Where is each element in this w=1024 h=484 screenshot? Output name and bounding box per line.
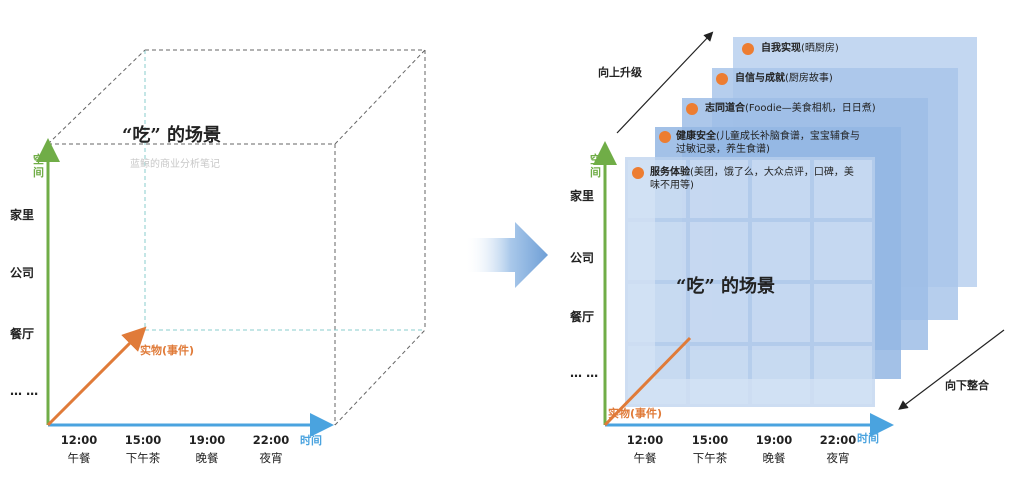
meal-label: 夜宵 — [826, 451, 850, 465]
meal-label: 晚餐 — [195, 451, 219, 465]
right-axes — [593, 141, 894, 437]
layer-detail: (Foodie—美食相机，日日煮) — [745, 103, 876, 114]
layer-detail: (晒厨房) — [801, 43, 839, 54]
layer-label-health-safety: 健康安全(儿童成长补脑食谱，宝宝辅食与过敏记录，养生食谱) — [676, 130, 861, 156]
grid-tile — [814, 346, 872, 404]
meal-label: 午餐 — [67, 451, 91, 465]
grid-tile — [814, 284, 872, 342]
grid-tile — [752, 346, 810, 404]
meal-label: 晚餐 — [762, 451, 786, 465]
place-label: 家里 — [10, 208, 35, 222]
layer-title: 自信与成就 — [735, 73, 785, 84]
place-label: … … — [10, 384, 39, 398]
layer-label-like-minded: 志同道合(Foodie—美食相机，日日煮) — [705, 102, 876, 115]
grid-tile — [814, 222, 872, 280]
thing-axis — [603, 336, 692, 427]
cube-edge — [334, 49, 426, 145]
grid-tile — [752, 284, 810, 342]
cube-edge — [334, 329, 426, 426]
grid-tile — [628, 346, 686, 404]
layer-bullet-icon — [742, 43, 754, 55]
layer-bullet-icon — [686, 103, 698, 115]
left-title: “吃” 的场景 — [122, 125, 221, 146]
grid-tile — [752, 222, 810, 280]
meal-label: 下午茶 — [692, 451, 728, 465]
place-label: 餐厅 — [570, 310, 595, 324]
right-cube — [616, 31, 1005, 410]
layer-detail: (厨房故事) — [785, 73, 833, 84]
time-label: 12:00 — [60, 433, 98, 447]
time-label: 12:00 — [626, 433, 664, 447]
layer-title: 健康安全 — [676, 131, 716, 142]
right-title: “吃” 的场景 — [676, 276, 775, 297]
upgrade-label: 向上升级 — [598, 66, 642, 79]
layer-title: 服务体验 — [650, 167, 690, 178]
meal-label: 午餐 — [633, 451, 657, 465]
time-label: 19:00 — [755, 433, 793, 447]
place-label: 家里 — [570, 189, 595, 203]
place-label: … … — [570, 366, 599, 380]
thing-axis-label: 实物(事件) — [140, 344, 195, 357]
meal-label: 下午茶 — [125, 451, 161, 465]
layer-detail: (美团，饿了么，大众点评，口碑，美味不用等) — [650, 167, 854, 191]
transition-arrow — [465, 222, 548, 288]
place-label: 公司 — [570, 251, 595, 265]
grid-tile — [690, 284, 748, 342]
layer-title: 志同道合 — [705, 103, 745, 114]
time-label: 19:00 — [188, 433, 226, 447]
upgrade-arrow — [616, 31, 714, 134]
place-label: 餐厅 — [10, 327, 35, 341]
thing-axis-label: 实物(事件) — [608, 407, 663, 420]
left-cube — [36, 49, 426, 437]
grid-tile — [814, 160, 872, 218]
layer-bullet-icon — [716, 73, 728, 85]
layer-bullet-icon — [632, 167, 644, 179]
grid-tile — [690, 222, 748, 280]
layer-label-service-experience: 服务体验(美团，饿了么，大众点评，口碑，美味不用等) — [650, 166, 860, 192]
space-axis-label: 空间 — [590, 153, 601, 179]
time-label: 22:00 — [819, 433, 857, 447]
space-axis-label: 空间 — [33, 153, 44, 179]
place-label: 公司 — [10, 266, 35, 280]
integrate-label: 向下整合 — [945, 379, 989, 392]
time-axis-label: 时间 — [300, 434, 322, 447]
grid-tile — [628, 222, 686, 280]
meal-label: 夜宵 — [259, 451, 283, 465]
layer-title: 自我实现 — [761, 43, 801, 54]
front-grid-plane — [625, 157, 875, 407]
time-axis-label: 时间 — [857, 432, 879, 445]
time-label: 15:00 — [124, 433, 162, 447]
watermark: 蓝鲸的商业分析笔记 — [130, 159, 220, 170]
time-label: 22:00 — [252, 433, 290, 447]
grid-tile — [690, 346, 748, 404]
grid-tile — [752, 160, 810, 218]
layer-label-self-actualization: 自我实现(晒厨房) — [761, 42, 839, 55]
thing-axis — [46, 326, 147, 427]
grid-tile — [628, 284, 686, 342]
time-label: 15:00 — [691, 433, 729, 447]
integrate-arrow — [898, 329, 1005, 410]
grid-tile — [690, 160, 748, 218]
cube-edge — [47, 49, 146, 145]
layer-label-confidence: 自信与成就(厨房故事) — [735, 72, 833, 85]
layer-detail: (儿童成长补脑食谱，宝宝辅食与过敏记录，养生食谱) — [676, 131, 860, 155]
layer-bullet-icon — [659, 131, 671, 143]
